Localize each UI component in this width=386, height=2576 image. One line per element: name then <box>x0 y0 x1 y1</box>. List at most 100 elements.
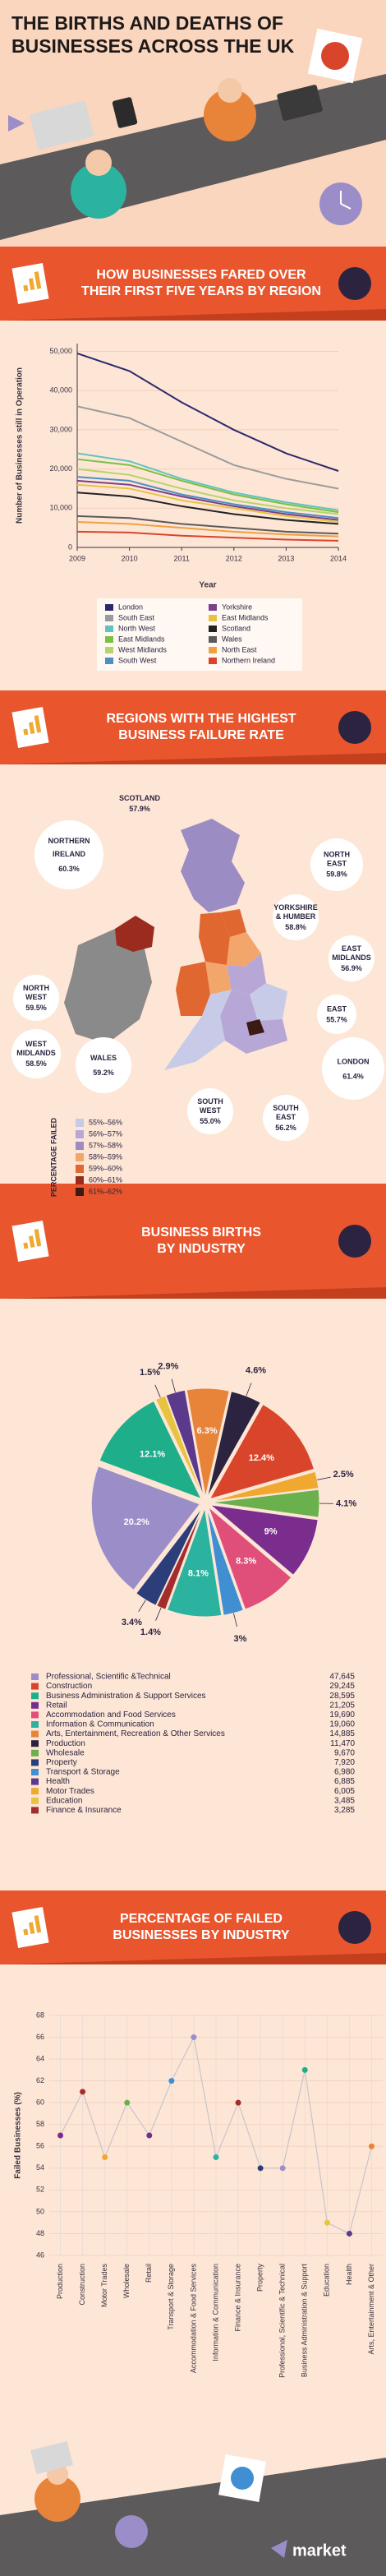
legend-label: East Midlands <box>118 635 165 643</box>
legend-label: North East <box>222 645 257 653</box>
region-bubble <box>322 1037 384 1100</box>
x-tick-label: Transport & Storage <box>167 2264 175 2330</box>
industry-name: Production <box>46 1739 85 1748</box>
title: THE BIRTHS AND DEATHS OF <box>11 12 283 34</box>
banner-title: BY INDUSTRY <box>157 1242 246 1256</box>
legend-label: 59%–60% <box>89 1164 122 1172</box>
pie-slice <box>99 1400 202 1500</box>
region-bubble <box>11 1029 61 1078</box>
banner-shade <box>0 309 386 321</box>
pie-slice <box>209 1504 319 1576</box>
region-name: WEST <box>25 993 48 1001</box>
region-name: WALES <box>90 1054 117 1062</box>
region-name: SCOTLAND <box>119 794 160 802</box>
industry-births: 3,285 <box>334 1806 355 1815</box>
series-line <box>76 521 339 538</box>
banner-title: THEIR FIRST FIVE YEARS BY REGION <box>81 284 321 298</box>
pie-slice <box>209 1403 315 1500</box>
legend-swatch <box>76 1188 84 1196</box>
region-percent: 58.8% <box>285 923 306 931</box>
pie-icon <box>321 42 349 70</box>
label-leader <box>154 1384 161 1398</box>
clock-hand <box>340 203 352 210</box>
data-point <box>57 2132 64 2139</box>
legend-swatch <box>76 1165 84 1173</box>
series-line <box>76 405 339 490</box>
banner-icon-bar <box>28 1922 35 1935</box>
pie-slice <box>166 1506 223 1618</box>
data-point <box>80 2089 86 2095</box>
data-point <box>301 2066 308 2073</box>
pie-label: 3.4% <box>122 1618 142 1627</box>
table-swatch <box>31 1749 39 1757</box>
y-tick-label: 54 <box>36 2163 44 2172</box>
pie-slice <box>156 1507 204 1610</box>
legend-swatch <box>105 604 113 611</box>
map-northern-ireland <box>115 916 154 952</box>
map-east-midlands <box>227 953 266 995</box>
y-tick-label: 20,000 <box>49 464 72 473</box>
series-line <box>76 476 339 519</box>
banner-icon-bar <box>23 1928 29 1936</box>
region-bubble <box>13 975 59 1021</box>
banner-shade <box>0 1953 386 1964</box>
series-line <box>76 458 339 514</box>
region-name: NORTH <box>324 850 350 858</box>
table-swatch <box>31 1778 39 1785</box>
map-ireland <box>64 929 152 1044</box>
y-tick-label: 56 <box>36 2142 44 2150</box>
industry-name: Finance & Insurance <box>46 1806 122 1815</box>
legend-label: North West <box>118 624 155 632</box>
x-tick-label: Professional, Scientific & Technical <box>278 2264 287 2378</box>
map-wales <box>176 962 210 1016</box>
x-tick-label: Education <box>323 2264 331 2297</box>
region-name: EAST <box>276 1113 296 1121</box>
y-tick-label: 60 <box>36 2098 44 2107</box>
region-percent: 61.4% <box>342 1072 364 1080</box>
legend-swatch <box>76 1153 84 1161</box>
legend-label: 61%–62% <box>89 1187 122 1195</box>
pie-label: 2.9% <box>158 1361 178 1371</box>
legend-label: London <box>118 602 143 611</box>
region-percent: 59.8% <box>326 870 347 878</box>
map-scotland <box>181 819 245 912</box>
y-tick-label: 46 <box>36 2251 44 2259</box>
pie-label: 20.2% <box>124 1517 149 1527</box>
y-tick-label: 58 <box>36 2120 44 2128</box>
title: BUSINESSES ACROSS THE UK <box>11 35 295 57</box>
table-swatch <box>31 1673 39 1680</box>
region-name: MIDLANDS <box>332 953 371 962</box>
data-point <box>168 2078 175 2084</box>
region-percent: 59.2% <box>93 1069 114 1077</box>
region-name: WEST <box>200 1106 222 1115</box>
legend-label: 60%–61% <box>89 1175 122 1184</box>
banner-title: BUSINESSES BY INDUSTRY <box>113 1928 289 1942</box>
region-name: NORTH <box>23 984 49 992</box>
series-line <box>76 483 339 523</box>
data-point <box>346 2230 352 2237</box>
region-percent: 58.5% <box>25 1059 47 1068</box>
logo-icon <box>271 2540 287 2558</box>
industry-name: Arts, Entertainment, Recreation & Other … <box>46 1729 225 1738</box>
pie-label: 8.3% <box>236 1557 256 1567</box>
industry-births: 6,885 <box>334 1777 355 1786</box>
banner-icon-bar <box>34 271 42 289</box>
banner-icon <box>338 1911 371 1944</box>
logo: market <box>292 2541 347 2560</box>
region-name: YORKSHIRE <box>273 903 318 912</box>
legend-swatch <box>76 1176 84 1184</box>
banner-icon <box>338 267 371 300</box>
x-tick-label: Production <box>56 2264 64 2299</box>
x-tick-label: Information & Communication <box>211 2264 219 2361</box>
series-line <box>76 352 339 472</box>
banner-icon-bar <box>28 1235 35 1249</box>
industry-births: 28,595 <box>329 1692 355 1701</box>
series-line <box>76 452 339 511</box>
banner-icon-bar <box>23 284 29 292</box>
legend-box <box>97 598 302 671</box>
y-tick-label: 68 <box>36 2010 44 2019</box>
x-tick-label: 2014 <box>330 554 347 562</box>
pie-label: 3% <box>234 1634 247 1644</box>
